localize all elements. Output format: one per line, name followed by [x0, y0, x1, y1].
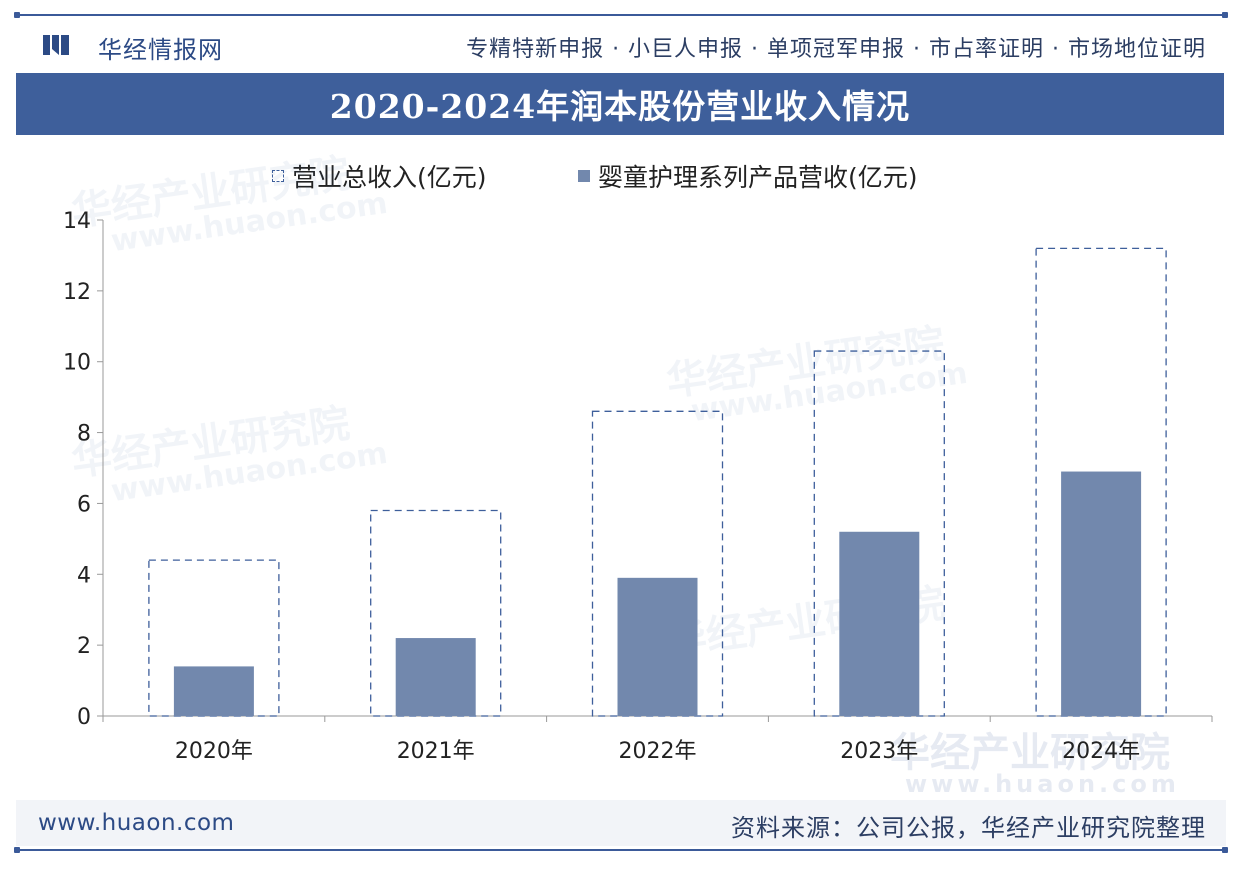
x-tick-label: 2021年	[397, 739, 475, 764]
legend-label-total-revenue: 营业总收入(亿元)	[292, 163, 487, 192]
footer-site: www.huaon.com	[38, 810, 235, 836]
y-tick-label: 10	[63, 351, 91, 376]
legend-label-baby-care-revenue: 婴童护理系列产品营收(亿元)	[598, 163, 918, 192]
x-tick-label: 2022年	[619, 739, 697, 764]
bar-baby-care-revenue	[173, 666, 254, 716]
y-tick-label: 0	[77, 705, 91, 730]
x-tick-label: 2020年	[175, 739, 253, 764]
bar-total-revenue	[591, 410, 724, 717]
bar-chart: 0 2 4 6 8 10 12 14 2020年 2021年 2022年 2023年 2024年	[63, 209, 1213, 764]
legend-item-total-revenue: 营业总收入(亿元)	[272, 158, 487, 194]
legend-item-baby-care-revenue: 婴童护理系列产品营收(亿元)	[578, 158, 918, 194]
bar-baby-care-revenue	[839, 531, 920, 716]
frame-corner-dot	[14, 847, 20, 853]
y-tick-label: 2	[77, 634, 91, 659]
brand-logo-icon	[43, 35, 69, 55]
chart-title: 2020-2024年润本股份营业收入情况	[16, 73, 1224, 135]
y-tick-label: 8	[77, 422, 91, 447]
x-tick-label: 2024年	[1062, 739, 1140, 764]
legend: 营业总收入(亿元) 婴童护理系列产品营收(亿元)	[0, 154, 1250, 194]
bar-baby-care-revenue	[617, 577, 698, 716]
frame-corner-dot	[14, 12, 20, 18]
y-tick-label: 4	[77, 563, 91, 588]
y-tick-label: 14	[63, 209, 91, 234]
bar-total-revenue	[813, 350, 945, 717]
bottom-frame-line	[16, 849, 1226, 851]
top-frame-line	[16, 14, 1226, 16]
y-tick-label: 6	[77, 492, 91, 517]
services-text: 专精特新申报 · 小巨人申报 · 单项冠军申报 · 市占率证明 · 市场地位证明	[466, 37, 1206, 62]
legend-swatch-solid	[578, 170, 590, 182]
x-tick-label: 2023年	[840, 739, 918, 764]
bar-baby-care-revenue	[395, 638, 476, 716]
bar-baby-care-revenue	[1061, 471, 1142, 716]
y-tick-label: 12	[63, 280, 91, 305]
footer-source: 资料来源：公司公报，华经产业研究院整理	[731, 814, 1206, 842]
footer: www.huaon.com 资料来源：公司公报，华经产业研究院整理	[16, 800, 1226, 846]
frame-corner-dot	[1222, 12, 1228, 18]
legend-swatch-dashed	[272, 170, 284, 182]
brand-name: 华经情报网	[98, 36, 223, 64]
header: 华经情报网 专精特新申报 · 小巨人申报 · 单项冠军申报 · 市占率证明 · …	[16, 18, 1226, 72]
frame-corner-dot	[1222, 847, 1228, 853]
